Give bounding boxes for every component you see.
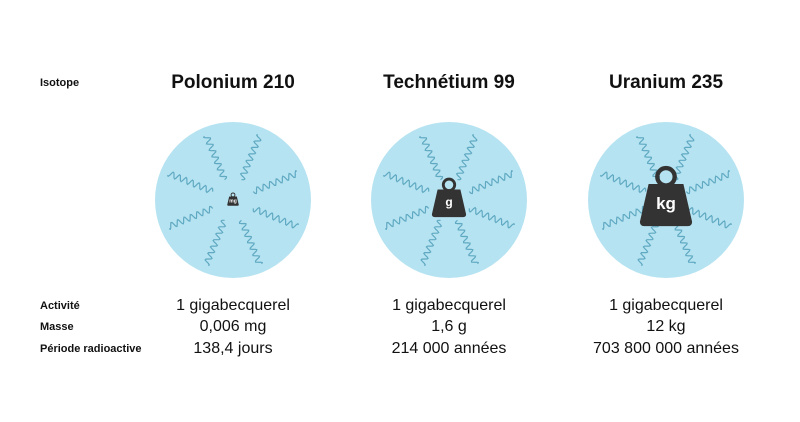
period-value: 214 000 années <box>392 340 507 357</box>
weight-unit: g <box>445 195 452 209</box>
radiation-wave <box>252 206 300 229</box>
weight-body <box>227 196 239 206</box>
radiation-wave <box>202 135 228 181</box>
row-label: Activité <box>40 300 80 312</box>
radiation-wave <box>252 169 298 195</box>
row-label: Masse <box>40 321 74 333</box>
isotope-title: Uranium 235 <box>609 72 723 93</box>
weight-unit: kg <box>656 194 676 213</box>
weight-body <box>431 189 467 218</box>
radiation-wave <box>382 171 430 194</box>
weight-unit: mg <box>229 198 237 204</box>
radiation-wave <box>468 169 514 195</box>
mass-value: 12 kg <box>646 318 685 335</box>
radiation-wave <box>468 206 516 229</box>
weight-icon <box>431 177 467 218</box>
radiation-wave <box>671 219 697 265</box>
radiation-wave <box>418 135 444 181</box>
row-label: Période radioactive <box>40 343 142 355</box>
radiation-wave <box>455 133 478 181</box>
radiation-wave <box>384 205 430 231</box>
radiation-wave <box>168 205 214 231</box>
radiation-wave <box>238 219 264 265</box>
row-label: Isotope <box>40 77 79 89</box>
radiation-wave <box>454 219 480 265</box>
radiation-wave <box>204 219 227 267</box>
activity-value: 1 gigabecquerel <box>176 297 290 314</box>
radiation-wave <box>239 133 262 181</box>
isotope-title: Technétium 99 <box>383 72 515 93</box>
radiation-wave <box>166 171 214 194</box>
period-value: 703 800 000 années <box>593 340 739 357</box>
radiation-wave <box>637 219 660 267</box>
radiation-wave <box>601 205 647 231</box>
radiation-wave <box>420 219 443 267</box>
activity-value: 1 gigabecquerel <box>609 297 723 314</box>
radiation-wave <box>672 133 695 181</box>
activity-value: 1 gigabecquerel <box>392 297 506 314</box>
radiation-wave <box>599 171 647 194</box>
mass-value: 0,006 mg <box>200 318 267 335</box>
weight-icon <box>227 192 239 206</box>
isotope-title: Polonium 210 <box>171 72 295 93</box>
mass-value: 1,6 g <box>431 318 467 335</box>
radiation-wave <box>685 206 733 229</box>
weight-body <box>639 184 693 227</box>
weight-icon <box>639 165 693 227</box>
period-value: 138,4 jours <box>193 340 272 357</box>
radiation-wave <box>685 169 731 195</box>
